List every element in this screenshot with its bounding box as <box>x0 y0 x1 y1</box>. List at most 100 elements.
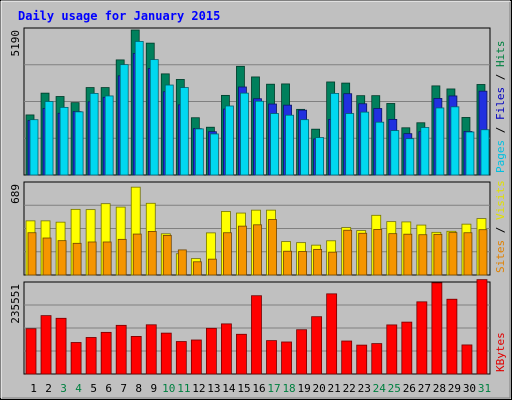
bar-kbytes-kbytes-day-27 <box>416 301 428 375</box>
panel-kbytes-ymax-label: 235551 <box>9 284 22 324</box>
bar-visits-sites-day-25 <box>388 233 398 276</box>
bar-visits-sites-day-20 <box>313 248 323 276</box>
bar-kbytes-kbytes-day-30 <box>461 344 473 375</box>
bar-hits-pages-day-20 <box>315 137 325 176</box>
x-tick-label-day-12: 12 <box>192 382 205 395</box>
bar-kbytes-kbytes-day-24 <box>371 343 383 375</box>
bar-kbytes-kbytes-day-11 <box>175 341 187 375</box>
panel-visits: 689 Sites / Visits <box>9 180 507 276</box>
legend-part: Visits <box>494 180 507 220</box>
bar-hits-pages-day-3 <box>59 106 69 176</box>
bar-kbytes-kbytes-day-7 <box>115 324 127 375</box>
x-tick-label-day-5: 5 <box>90 382 97 395</box>
bar-visits-sites-day-9 <box>147 231 157 276</box>
bar-hits-pages-day-26 <box>405 138 415 176</box>
x-tick-label-day-10: 10 <box>162 382 175 395</box>
x-tick-label-day-11: 11 <box>177 382 190 395</box>
legend-part: Hits <box>494 41 507 68</box>
bar-visits-sites-day-24 <box>373 229 383 276</box>
bar-visits-sites-day-15 <box>238 225 247 276</box>
bar-kbytes-kbytes-day-26 <box>401 321 413 375</box>
bar-hits-pages-day-9 <box>149 59 159 176</box>
bar-hits-pages-day-13 <box>209 133 219 176</box>
x-tick-label-day-25: 25 <box>388 382 401 395</box>
legend-part: / <box>494 67 507 87</box>
x-tick-label-day-23: 23 <box>358 382 371 395</box>
x-tick-label-day-9: 9 <box>150 382 157 395</box>
panel-visits-ymax-label: 689 <box>9 184 22 204</box>
bar-visits-sites-day-31 <box>478 229 488 276</box>
bar-kbytes-kbytes-day-21 <box>326 293 338 375</box>
bar-kbytes-kbytes-day-4 <box>70 342 82 375</box>
x-tick-label-day-22: 22 <box>343 382 356 395</box>
bar-visits-sites-day-22 <box>343 229 353 276</box>
x-tick-label-day-14: 14 <box>222 382 236 395</box>
x-tick-label-day-18: 18 <box>282 382 295 395</box>
bar-hits-pages-day-24 <box>375 121 385 176</box>
bar-hits-pages-day-2 <box>44 101 54 176</box>
bar-hits-pages-day-18 <box>285 114 294 176</box>
bar-kbytes-kbytes-day-5 <box>85 337 97 375</box>
panel-visits-legend: Sites / Visits <box>494 180 507 273</box>
bar-visits-sites-day-26 <box>403 233 413 276</box>
bar-hits-pages-day-15 <box>240 92 249 176</box>
bar-visits-sites-day-8 <box>132 233 142 276</box>
bar-hits-pages-day-4 <box>74 111 84 176</box>
x-tick-label-day-27: 27 <box>418 382 431 395</box>
panel-kbytes-legend: KBytes <box>494 332 507 372</box>
bar-hits-pages-day-12 <box>194 128 204 176</box>
bar-hits-pages-day-31 <box>480 129 490 176</box>
x-tick-label-day-2: 2 <box>45 382 52 395</box>
x-tick-label-day-19: 19 <box>297 382 310 395</box>
bar-visits-sites-day-1 <box>27 232 37 276</box>
bar-visits-sites-day-19 <box>298 251 307 276</box>
bar-hits-pages-day-17 <box>270 113 279 176</box>
bar-kbytes-kbytes-day-6 <box>100 331 112 375</box>
series-sites <box>27 219 488 276</box>
bar-kbytes-kbytes-day-31 <box>476 279 488 375</box>
bar-hits-pages-day-10 <box>164 84 174 176</box>
bar-visits-sites-day-7 <box>117 238 127 276</box>
bar-visits-sites-day-29 <box>448 232 458 276</box>
bar-visits-sites-day-2 <box>42 237 52 276</box>
x-tick-label-day-30: 30 <box>463 382 476 395</box>
x-tick-label-day-3: 3 <box>60 382 67 395</box>
bar-hits-pages-day-1 <box>29 119 39 176</box>
x-tick-label-day-28: 28 <box>433 382 446 395</box>
legend-part: KBytes <box>494 332 507 372</box>
bar-hits-pages-day-11 <box>179 87 189 176</box>
series-kbytes <box>25 279 488 375</box>
x-tick-label-day-16: 16 <box>252 382 265 395</box>
x-tick-label-day-20: 20 <box>313 382 326 395</box>
x-tick-label-day-6: 6 <box>105 382 112 395</box>
bar-kbytes-kbytes-day-14 <box>221 323 232 375</box>
bar-kbytes-kbytes-day-20 <box>311 316 323 375</box>
bar-kbytes-kbytes-day-9 <box>145 324 157 375</box>
bar-hits-pages-day-29 <box>450 106 460 176</box>
bar-visits-sites-day-10 <box>162 234 172 276</box>
bar-kbytes-kbytes-day-23 <box>356 344 368 375</box>
bar-visits-sites-day-5 <box>87 241 97 276</box>
bar-hits-pages-day-25 <box>390 130 400 176</box>
bar-visits-sites-day-3 <box>57 240 67 276</box>
legend-part: / <box>494 220 507 240</box>
bar-hits-pages-day-19 <box>300 119 309 176</box>
x-tick-label-day-31: 31 <box>478 382 491 395</box>
bar-kbytes-kbytes-day-2 <box>40 315 52 375</box>
bar-hits-pages-day-6 <box>104 95 114 176</box>
bar-hits-pages-day-23 <box>360 111 370 176</box>
bar-visits-sites-day-21 <box>328 251 338 276</box>
bar-hits-pages-day-16 <box>255 100 264 176</box>
bar-visits-sites-day-28 <box>433 233 443 276</box>
bar-visits-sites-day-23 <box>358 232 368 276</box>
x-tick-label-day-13: 13 <box>207 382 220 395</box>
panel-kbytes: 235551 KBytes <box>9 279 507 375</box>
bar-hits-pages-day-14 <box>225 105 234 176</box>
bar-visits-sites-day-30 <box>463 232 473 276</box>
x-tick-label-day-29: 29 <box>448 382 461 395</box>
panel-hits: 5190 Pages / Files / Hits <box>9 27 507 176</box>
bar-hits-pages-day-27 <box>420 127 430 176</box>
x-tick-label-day-7: 7 <box>120 382 127 395</box>
